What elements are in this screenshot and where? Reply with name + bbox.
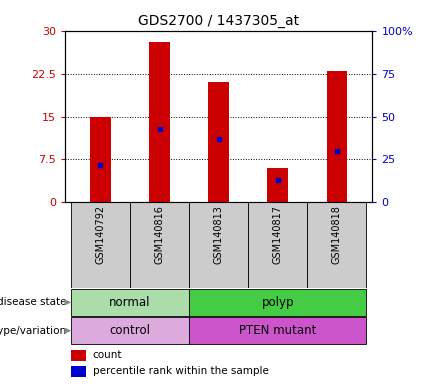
Bar xyxy=(189,289,366,316)
Point xyxy=(275,177,281,183)
Bar xyxy=(189,202,248,288)
Text: normal: normal xyxy=(109,296,151,309)
Text: GSM140813: GSM140813 xyxy=(213,205,224,264)
Text: polyp: polyp xyxy=(262,296,294,309)
Point xyxy=(215,136,222,142)
Bar xyxy=(326,71,347,202)
Text: GSM140816: GSM140816 xyxy=(155,205,165,264)
Bar xyxy=(90,117,111,202)
Point xyxy=(156,126,163,132)
Bar xyxy=(149,42,170,202)
Point xyxy=(333,148,340,154)
Text: count: count xyxy=(93,351,122,361)
Bar xyxy=(71,317,189,344)
Text: disease state: disease state xyxy=(0,297,67,308)
Text: genotype/variation: genotype/variation xyxy=(0,326,67,336)
Bar xyxy=(71,366,87,377)
Bar xyxy=(248,202,307,288)
Bar xyxy=(130,202,189,288)
Bar xyxy=(71,202,130,288)
Point xyxy=(97,162,104,168)
Text: percentile rank within the sample: percentile rank within the sample xyxy=(93,366,268,376)
Bar xyxy=(71,350,87,361)
Bar xyxy=(268,168,288,202)
Bar xyxy=(307,202,366,288)
Title: GDS2700 / 1437305_at: GDS2700 / 1437305_at xyxy=(138,14,299,28)
Text: GSM140817: GSM140817 xyxy=(273,205,283,264)
Text: GSM140818: GSM140818 xyxy=(332,205,342,264)
Text: control: control xyxy=(110,324,151,337)
Bar xyxy=(71,289,189,316)
Text: GSM140792: GSM140792 xyxy=(95,205,105,264)
Bar xyxy=(208,82,229,202)
Bar xyxy=(189,317,366,344)
Text: PTEN mutant: PTEN mutant xyxy=(239,324,317,337)
